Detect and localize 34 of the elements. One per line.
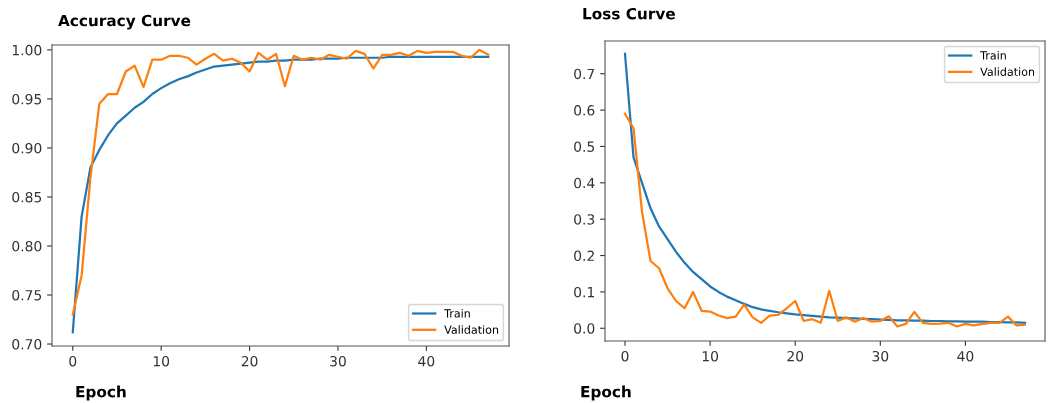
y-tick-label: 0.7 [574,68,595,80]
legend-label: Validation [444,325,499,334]
y-tick-label: 0.90 [12,142,42,154]
x-tick-label: 0 [69,355,77,367]
line-series [623,112,1027,328]
x-tick-label: 10 [153,355,170,367]
legend-label: Validation [980,67,1035,76]
y-tick-label: 0.5 [574,141,595,152]
y-tick-label: 0.80 [12,240,42,252]
x-tick-label: 40 [418,355,435,367]
y-tick-label: 0.2 [574,250,594,262]
x-tick-label: 30 [872,350,889,362]
x-tick-label: 10 [702,350,719,362]
x-tick-label: 20 [241,355,258,367]
y-tick-label: 0.6 [574,105,595,116]
x-axis-title: Epoch [581,385,631,401]
chart-title: Accuracy Curve [58,14,191,30]
x-axis-title: Epoch [76,385,126,401]
y-tick-label: 0.4 [574,177,595,189]
y-tick-label: 0.0 [574,323,595,334]
x-tick-label: 0 [621,350,629,362]
legend-label: Train [444,308,470,318]
x-tick-label: 40 [957,350,974,362]
y-tick-label: 0.3 [574,214,595,225]
chart-title: Loss Curve [583,7,675,20]
y-tick-label: 0.1 [574,286,594,298]
y-tick-label: 1.00 [12,44,42,56]
x-tick-label: 30 [330,355,346,367]
y-tick-label: 0.70 [12,339,42,350]
x-tick-label: 20 [787,350,804,362]
y-tick-label: 0.85 [12,191,42,203]
y-tick-label: 0.75 [12,289,42,301]
y-tick-label: 0.95 [12,93,42,105]
legend-label: Train [980,51,1006,60]
